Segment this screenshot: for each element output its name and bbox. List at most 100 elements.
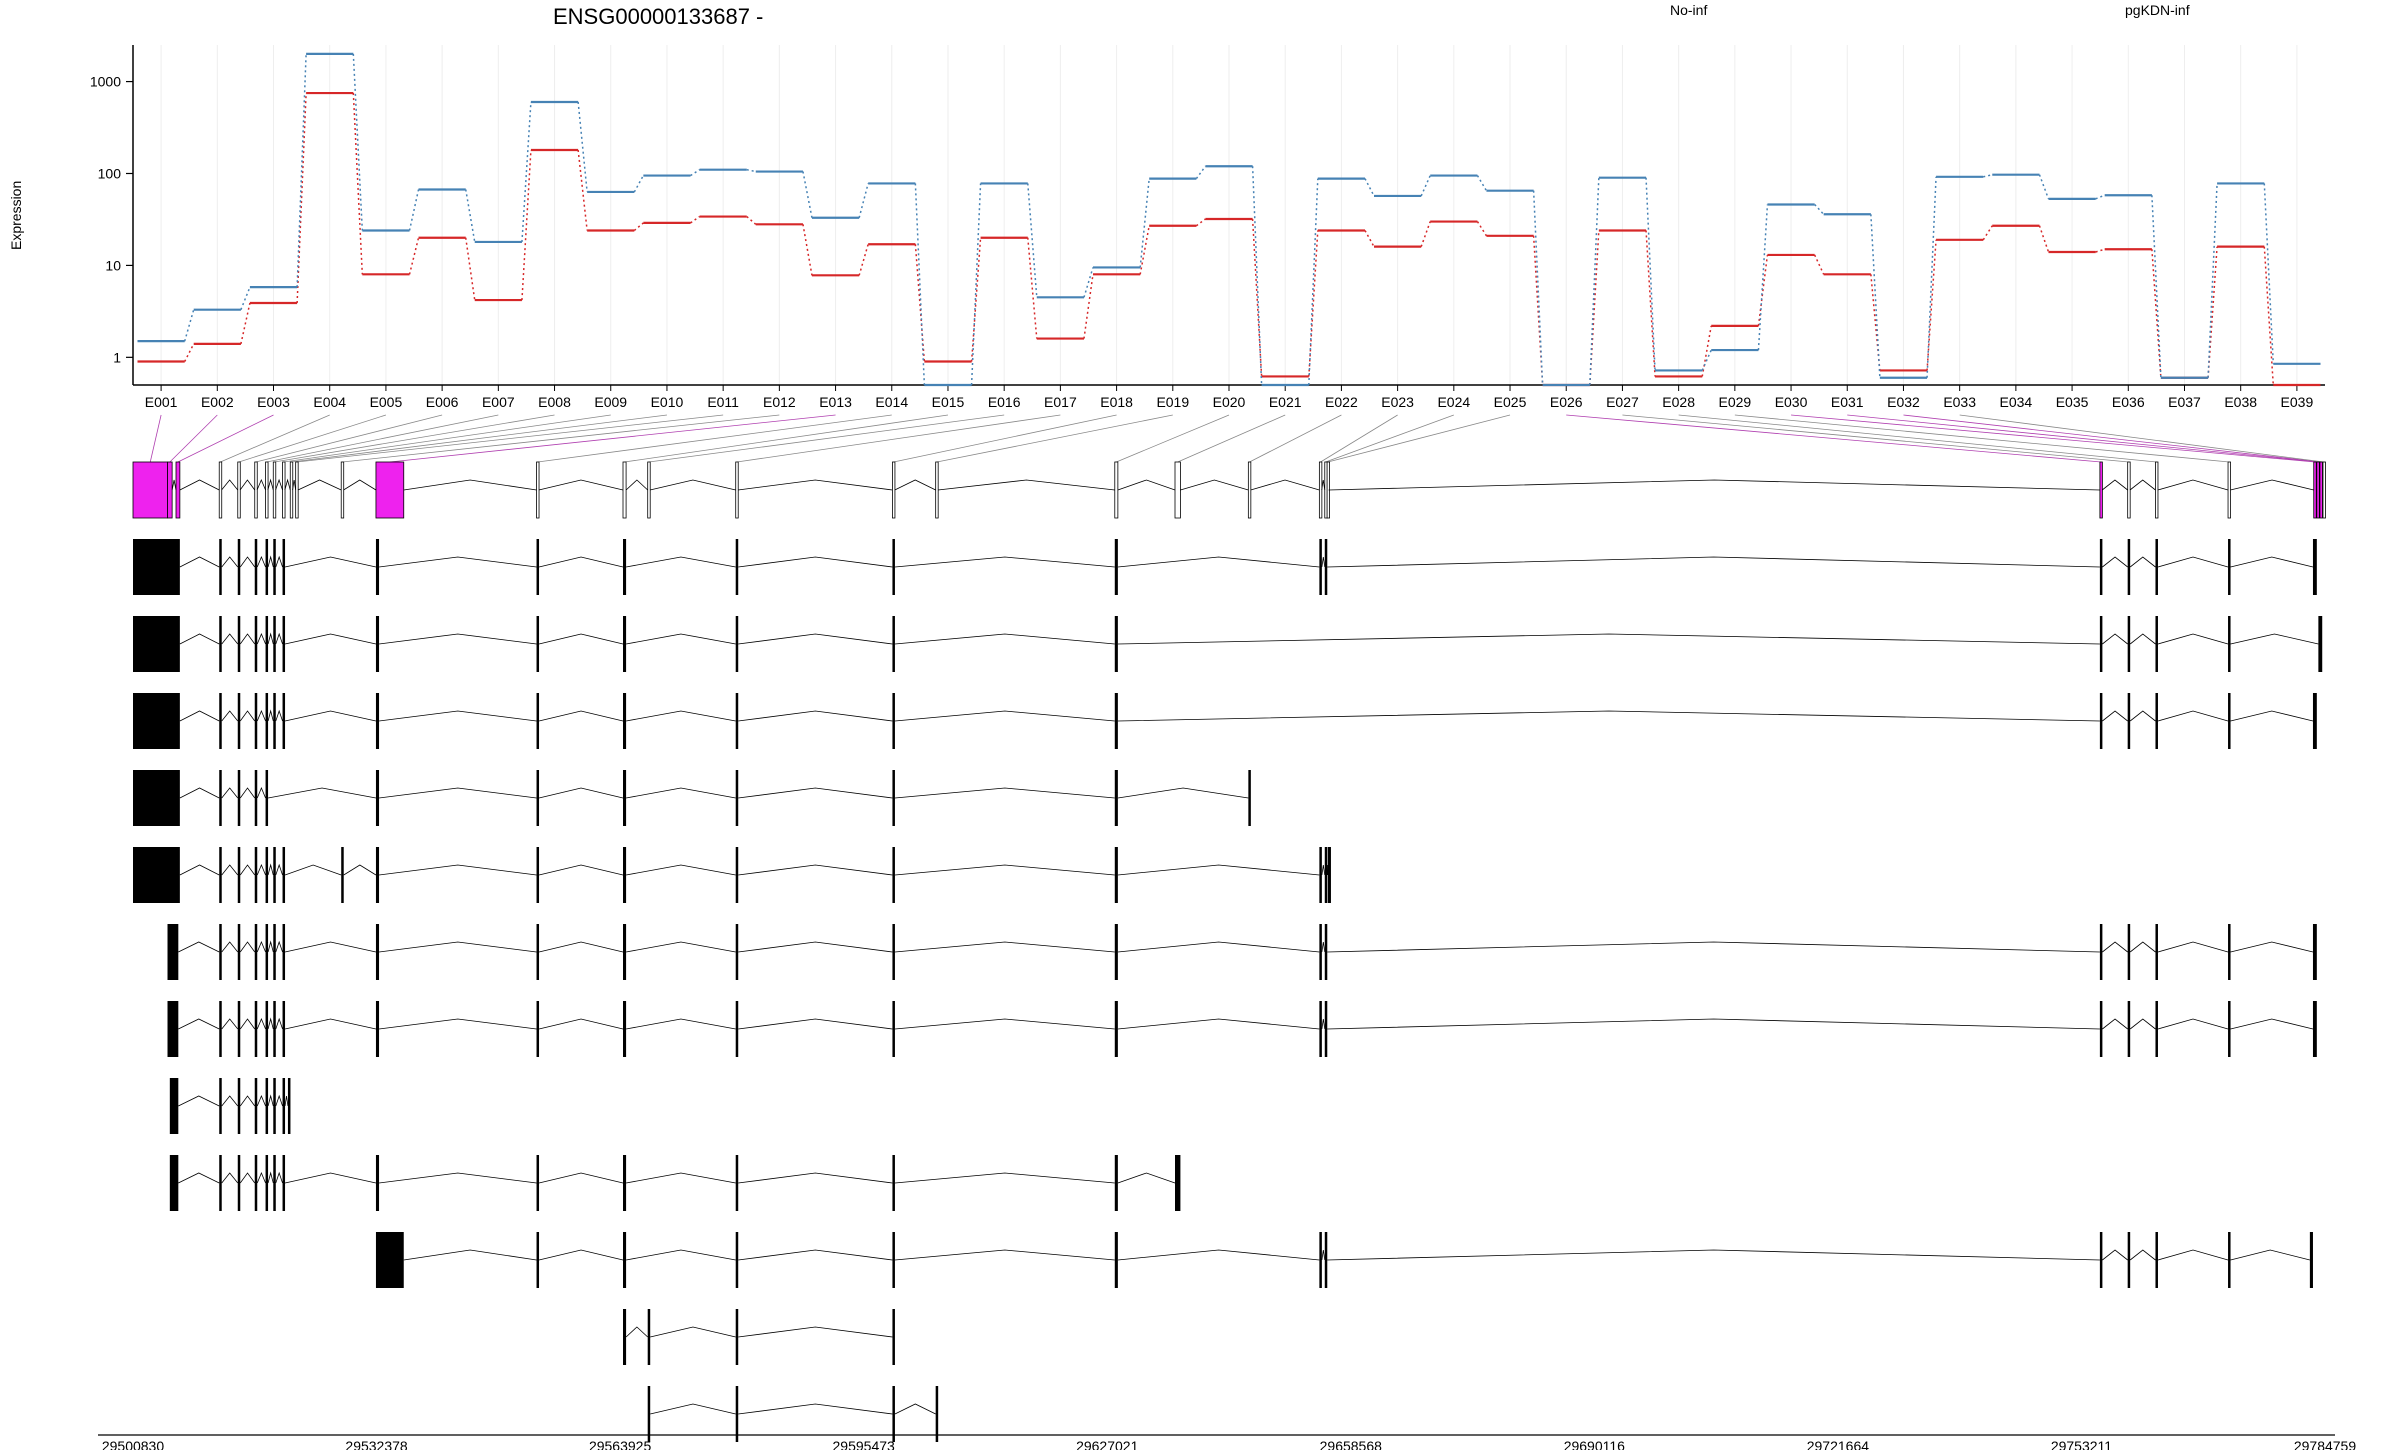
exon-block <box>254 616 258 672</box>
intron-line <box>2129 941 2156 953</box>
intron-line <box>221 864 239 876</box>
x-tick-label: E009 <box>594 394 627 410</box>
intron-line <box>239 556 256 568</box>
exon-bin <box>1114 461 1119 519</box>
legend-pgkdn-inf: pgKDN-inf <box>2125 2 2190 18</box>
intron-line <box>239 633 256 645</box>
x-tick-label: E017 <box>1044 394 1077 410</box>
exon-bin <box>282 461 286 519</box>
intron-line <box>1117 710 2100 722</box>
exon-block <box>254 770 258 826</box>
exon-block <box>273 693 276 749</box>
intron-line <box>1321 479 1326 491</box>
x-tick-label: E034 <box>2000 394 2033 410</box>
intron-line <box>2157 633 2229 645</box>
x-tick-label: E039 <box>2281 394 2314 410</box>
exon-block <box>1327 847 1331 903</box>
x-tick-label: E015 <box>932 394 965 410</box>
intron-line <box>538 787 624 799</box>
intron-line <box>2157 710 2229 722</box>
exon-block <box>1114 539 1118 595</box>
series-connector <box>1083 274 1094 339</box>
intron-line <box>267 1094 274 1107</box>
intron-line <box>1117 1018 1320 1030</box>
intron-line <box>538 710 624 722</box>
intron-line <box>378 1018 537 1030</box>
x-tick-label: E003 <box>257 394 290 410</box>
intron-line <box>538 1018 624 1030</box>
exon-bin <box>295 461 299 519</box>
series-connector <box>296 53 307 288</box>
exon-connector <box>283 414 611 463</box>
exon-connector <box>1959 414 2325 463</box>
exon-bin <box>2316 461 2320 519</box>
exon-block <box>892 1309 895 1365</box>
x-tick-label: E011 <box>707 394 739 410</box>
intron-line <box>538 864 624 876</box>
intron-line <box>1180 479 1249 491</box>
exon-block <box>282 539 286 595</box>
exon-connectors <box>149 414 2325 463</box>
exon-block <box>254 693 258 749</box>
exon-block <box>282 1001 286 1057</box>
series-connector <box>2207 183 2218 378</box>
intron-line <box>2157 1249 2229 1261</box>
intron-line <box>894 1249 1115 1261</box>
intron-line <box>894 1403 936 1415</box>
exon-block <box>2127 539 2131 595</box>
series-connector <box>2263 183 2275 364</box>
exon-block <box>133 847 180 903</box>
intron-line <box>284 478 291 491</box>
series-connector <box>464 189 476 243</box>
y-tick-label: 100 <box>98 165 122 181</box>
x-tick-label: E006 <box>426 394 459 410</box>
series-connector <box>184 343 195 362</box>
intron-line <box>2157 941 2229 953</box>
intron-line <box>2129 1249 2156 1261</box>
exon-block <box>735 770 739 826</box>
intron-line <box>221 941 239 953</box>
intron-line <box>738 787 893 799</box>
intron-line <box>538 479 624 491</box>
intron-line <box>894 710 1115 722</box>
x-tick-label: E022 <box>1325 394 1358 410</box>
exon-block <box>1324 1232 1328 1288</box>
exon-block <box>735 616 739 672</box>
exon-block <box>623 1309 627 1365</box>
intron-line <box>626 787 736 799</box>
exon-block <box>1319 847 1322 903</box>
exon-connector <box>1847 414 2319 463</box>
exon-block <box>282 924 286 980</box>
exon-block <box>1324 1001 1328 1057</box>
exon-bin <box>536 461 540 519</box>
exon-connector <box>238 414 387 463</box>
exon-bin <box>735 461 739 519</box>
intron-line <box>626 1249 736 1261</box>
exon-block <box>273 1078 276 1134</box>
exon-block <box>623 1001 627 1057</box>
intron-line <box>221 1172 239 1184</box>
intron-line <box>179 710 220 722</box>
exon-block <box>273 1155 276 1211</box>
intron-line <box>2102 1018 2128 1030</box>
exon-connector <box>255 414 443 463</box>
exon-block <box>375 1232 404 1288</box>
genomic-tick-label: 29563925 <box>589 1438 652 1450</box>
intron-line <box>267 478 274 491</box>
series-connector <box>633 222 644 232</box>
x-tick-label: E013 <box>819 394 852 410</box>
exon-block <box>735 847 739 903</box>
intron-line <box>625 1326 648 1338</box>
intron-line <box>650 1403 736 1415</box>
intron-line <box>1117 633 2100 645</box>
series-connector <box>858 183 869 218</box>
exon-connector <box>1734 414 2230 463</box>
series-connector <box>183 309 195 342</box>
intron-line <box>403 1249 537 1261</box>
exon-block <box>892 539 895 595</box>
intron-line <box>378 1172 537 1184</box>
exon-block <box>265 1001 269 1057</box>
exon-connector <box>1678 414 2157 463</box>
x-tick-label: E023 <box>1381 394 1414 410</box>
intron-line <box>894 556 1115 568</box>
